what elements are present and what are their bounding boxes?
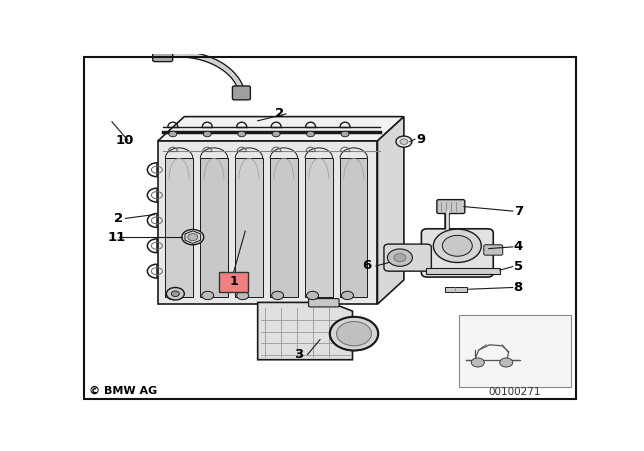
Circle shape <box>171 291 179 296</box>
FancyBboxPatch shape <box>152 38 167 47</box>
Polygon shape <box>158 117 404 141</box>
Polygon shape <box>305 158 332 297</box>
Circle shape <box>337 322 372 346</box>
Text: 7: 7 <box>514 205 523 217</box>
Bar <box>459 315 571 387</box>
Text: 6: 6 <box>363 259 372 272</box>
Polygon shape <box>158 141 377 304</box>
Circle shape <box>202 291 214 299</box>
Circle shape <box>272 291 283 299</box>
Text: 3: 3 <box>294 348 303 361</box>
Circle shape <box>237 291 249 299</box>
Circle shape <box>188 234 198 240</box>
Circle shape <box>169 131 177 137</box>
Text: 00100271: 00100271 <box>488 387 541 397</box>
Circle shape <box>330 317 378 350</box>
Polygon shape <box>235 158 263 297</box>
Circle shape <box>396 136 412 147</box>
Polygon shape <box>200 158 228 297</box>
Text: © BMW AG: © BMW AG <box>90 385 158 395</box>
Polygon shape <box>340 158 368 297</box>
Text: 4: 4 <box>514 240 523 253</box>
Polygon shape <box>270 158 298 297</box>
Text: 2: 2 <box>115 212 124 225</box>
FancyBboxPatch shape <box>421 229 493 277</box>
Text: 10: 10 <box>115 134 134 147</box>
FancyBboxPatch shape <box>153 48 173 62</box>
FancyBboxPatch shape <box>308 299 339 307</box>
Circle shape <box>388 249 412 266</box>
Circle shape <box>238 131 246 137</box>
Polygon shape <box>258 303 352 360</box>
Text: 11: 11 <box>108 230 126 244</box>
Circle shape <box>442 235 472 256</box>
Circle shape <box>471 358 484 367</box>
Circle shape <box>341 291 354 299</box>
Polygon shape <box>166 158 193 297</box>
Circle shape <box>167 291 179 299</box>
Circle shape <box>204 131 211 137</box>
Polygon shape <box>426 268 500 274</box>
FancyBboxPatch shape <box>384 244 431 271</box>
Circle shape <box>394 253 406 262</box>
Circle shape <box>433 229 481 262</box>
Text: 8: 8 <box>514 281 523 294</box>
Circle shape <box>166 287 184 300</box>
Text: 9: 9 <box>416 133 425 146</box>
Circle shape <box>341 131 349 137</box>
Polygon shape <box>377 117 404 304</box>
Circle shape <box>182 230 204 245</box>
Circle shape <box>307 291 319 299</box>
Bar <box>219 272 248 292</box>
Circle shape <box>272 131 280 137</box>
Circle shape <box>400 139 408 144</box>
FancyBboxPatch shape <box>484 245 503 255</box>
Circle shape <box>500 358 513 367</box>
FancyBboxPatch shape <box>232 86 251 100</box>
Text: 2: 2 <box>275 107 284 120</box>
Circle shape <box>307 131 314 137</box>
Text: 1: 1 <box>229 276 238 289</box>
FancyBboxPatch shape <box>437 200 465 213</box>
Bar <box>445 287 468 292</box>
Text: 5: 5 <box>514 260 523 273</box>
